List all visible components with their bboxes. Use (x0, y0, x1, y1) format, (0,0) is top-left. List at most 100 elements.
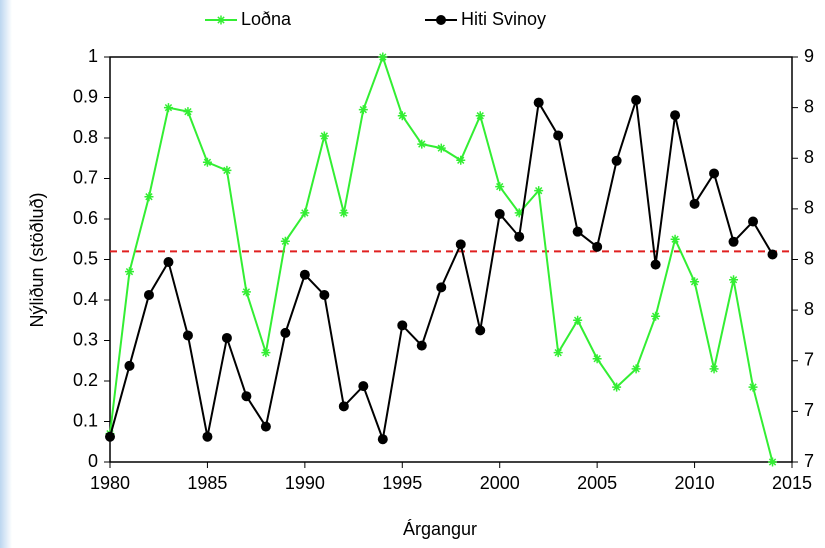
point (748, 382, 758, 392)
point (553, 130, 564, 141)
y2-tick-label: 8 (804, 299, 814, 319)
y-tick-label: 0.8 (73, 127, 98, 147)
y2-tick-label: 8 (804, 147, 814, 167)
y2-tick-label: 7 (804, 400, 814, 420)
point (202, 431, 213, 442)
y2-tick-label: 7 (804, 451, 814, 471)
point (553, 348, 563, 358)
point (495, 182, 505, 192)
y2-tick-label: 8 (804, 198, 814, 218)
legend-label: Loðna (241, 9, 292, 29)
point (573, 315, 583, 325)
x-tick-label: 2015 (772, 473, 812, 493)
x-axis-label: Árgangur (403, 519, 477, 539)
point (455, 239, 466, 250)
y-tick-label: 0 (88, 451, 98, 471)
x-tick-label: 2000 (480, 473, 520, 493)
y-tick-label: 1 (88, 46, 98, 66)
y2-tick-label: 8 (804, 96, 814, 116)
point (416, 340, 427, 351)
point (709, 168, 720, 179)
y2-tick-label: 9 (804, 46, 814, 66)
point (144, 192, 154, 202)
point (319, 131, 329, 141)
point (768, 457, 778, 467)
point (612, 382, 622, 392)
point (339, 208, 349, 218)
point (221, 332, 232, 343)
point (631, 95, 642, 106)
point (514, 231, 525, 242)
x-tick-label: 1990 (285, 473, 325, 493)
point (475, 325, 486, 336)
point (216, 15, 226, 25)
x-tick-label: 1995 (382, 473, 422, 493)
point (202, 157, 212, 167)
point (533, 97, 544, 108)
point (124, 360, 135, 371)
y-tick-label: 0.3 (73, 329, 98, 349)
point (651, 311, 661, 321)
point (436, 282, 447, 293)
point (534, 186, 544, 196)
point (105, 431, 115, 442)
point (358, 381, 369, 392)
point (514, 208, 524, 218)
legend-label: Hiti Svinoy (461, 9, 546, 29)
point (611, 155, 622, 166)
point (494, 208, 505, 219)
point (377, 434, 388, 445)
y-tick-label: 0.9 (73, 86, 98, 106)
point (436, 15, 446, 25)
point (767, 249, 778, 260)
point (222, 165, 232, 175)
point (280, 236, 290, 246)
point (378, 52, 388, 62)
point (183, 107, 193, 117)
point (319, 289, 330, 300)
point (729, 275, 739, 285)
x-tick-label: 1980 (90, 473, 130, 493)
point (338, 401, 349, 412)
y-axis-label: Nýliðun (stöðluð) (27, 192, 47, 327)
y-tick-label: 0.4 (73, 289, 98, 309)
point (572, 226, 583, 237)
point (592, 354, 602, 364)
point (280, 327, 291, 338)
point (163, 257, 174, 268)
y2-tick-label: 7 (804, 350, 814, 370)
point (241, 287, 251, 297)
point (689, 198, 700, 209)
point (358, 105, 368, 115)
y-tick-label: 0.6 (73, 208, 98, 228)
point (475, 111, 485, 121)
side-strip (0, 0, 12, 548)
point (260, 421, 271, 432)
y2-tick-label: 8 (804, 248, 814, 268)
y-tick-label: 0.2 (73, 370, 98, 390)
y-tick-label: 0.5 (73, 248, 98, 268)
point (417, 139, 427, 149)
point (436, 143, 446, 153)
plot-frame (109, 56, 793, 463)
point (124, 267, 134, 277)
y-tick-label: 0.1 (73, 410, 98, 430)
point (670, 234, 680, 244)
point (631, 364, 641, 374)
y-tick-label: 0.7 (73, 167, 98, 187)
point (299, 269, 310, 280)
point (670, 110, 681, 121)
point (397, 111, 407, 121)
point (261, 348, 271, 358)
x-tick-label: 2010 (675, 473, 715, 493)
point (241, 391, 252, 402)
point (143, 289, 154, 300)
point (592, 241, 603, 252)
point (397, 320, 408, 331)
x-tick-label: 2005 (577, 473, 617, 493)
point (690, 277, 700, 287)
point (300, 208, 310, 218)
point (163, 103, 173, 113)
